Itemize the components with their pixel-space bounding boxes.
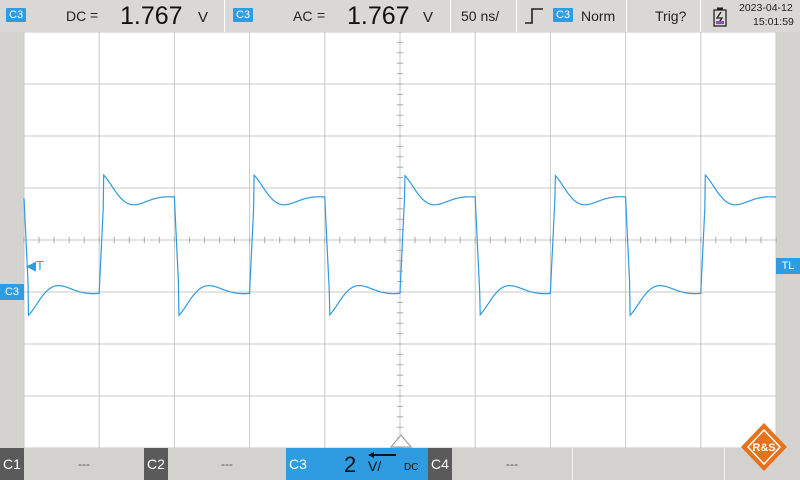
measurement-1[interactable]: C3 DC = 1.767 V — [0, 0, 224, 32]
logo-text: R&S — [752, 442, 775, 454]
trigger-settings[interactable]: C3 Norm — [516, 0, 626, 32]
rs-logo-icon: R&S — [741, 423, 787, 471]
right-margin — [776, 32, 800, 448]
top-measurement-bar — [0, 0, 800, 32]
c3-coupling: DC — [404, 462, 419, 473]
channel-c1-label[interactable]: C1 — [0, 448, 24, 480]
c3-trace — [23, 173, 776, 317]
trigger-level-marker[interactable]: ◀T — [26, 258, 44, 274]
c3-scale-value: 2 — [344, 452, 357, 477]
measure2-type: AC — [293, 8, 313, 24]
channel-c3-label[interactable]: C3 — [286, 448, 310, 480]
trigger-level-label: T — [36, 258, 44, 273]
measurement-2[interactable]: C3 AC = 1.767 V — [224, 0, 450, 32]
channel-c4-value[interactable]: --- — [452, 448, 572, 480]
trigger-level-right-marker[interactable]: TL — [776, 258, 800, 274]
timebase-value: 50 ns/ — [461, 8, 500, 24]
measure1-value: 1.767 — [120, 2, 183, 30]
date-text: 2023-04-12 — [739, 2, 793, 14]
trigger-position-icon[interactable] — [390, 434, 412, 448]
measure1-unit: V — [198, 9, 209, 26]
measure1-channel-badge: C3 — [6, 8, 27, 22]
trigger-mode: Norm — [581, 8, 616, 24]
left-triangle-icon: ◀ — [26, 258, 36, 273]
measure1-equals: = — [90, 7, 99, 23]
waveform-plot — [23, 32, 777, 448]
grid — [23, 32, 777, 448]
trigger-status-text: Trig? — [655, 8, 687, 24]
status-area: 2023-04-12 15:01:59 — [700, 0, 800, 32]
battery-charging-icon — [713, 7, 727, 27]
measure2-unit: V — [423, 9, 434, 26]
channel-c2-label[interactable]: C2 — [144, 448, 168, 480]
channel-c1-value[interactable]: --- — [24, 448, 144, 480]
time-text: 15:01:59 — [753, 16, 794, 28]
channel-c2-value[interactable]: --- — [168, 448, 286, 480]
empty-softkey[interactable] — [572, 448, 724, 480]
measure1-type: DC — [66, 8, 87, 24]
left-margin — [0, 32, 24, 448]
c3-scale-unit: V/ — [368, 458, 382, 474]
rising-edge-icon — [525, 8, 543, 24]
measure2-equals: = — [317, 7, 326, 23]
probe-icon — [368, 452, 396, 458]
channel-c3-settings[interactable]: 2 V/ DC — [310, 448, 428, 480]
trigger-status: Trig? — [626, 0, 700, 32]
trigger-channel-badge: C3 — [553, 8, 574, 22]
measure2-channel-badge: C3 — [233, 8, 254, 22]
measure2-value: 1.767 — [347, 2, 410, 30]
channel-c4-label[interactable]: C4 — [428, 448, 452, 480]
timebase-button[interactable]: 50 ns/ — [450, 0, 516, 32]
c3-reference-marker[interactable]: C3 — [0, 284, 24, 300]
